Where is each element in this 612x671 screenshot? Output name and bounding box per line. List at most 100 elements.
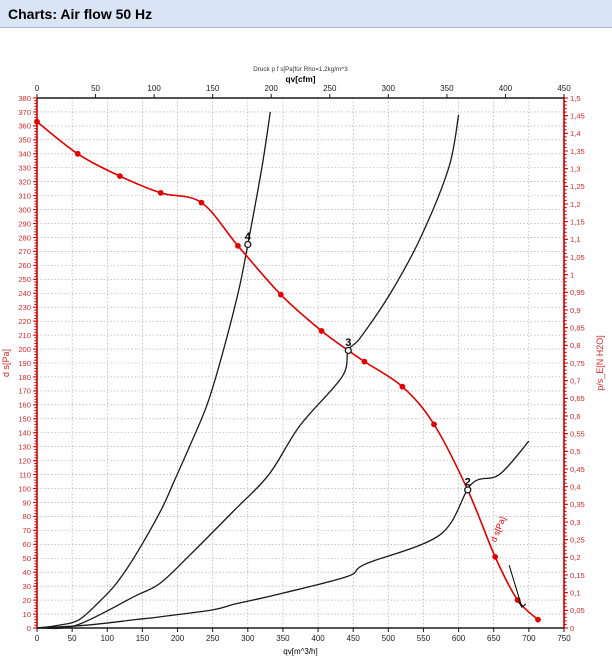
svg-text:160: 160	[18, 401, 31, 410]
svg-text:350: 350	[440, 84, 454, 93]
svg-text:280: 280	[18, 233, 31, 242]
svg-text:0,25: 0,25	[570, 535, 585, 544]
svg-text:0,55: 0,55	[570, 429, 585, 438]
svg-text:50: 50	[91, 84, 100, 93]
svg-text:500: 500	[382, 634, 396, 643]
svg-text:d s[Pa]: d s[Pa]	[1, 349, 11, 377]
svg-text:250: 250	[206, 634, 220, 643]
svg-text:550: 550	[417, 634, 431, 643]
svg-text:0,75: 0,75	[570, 359, 585, 368]
svg-text:0,35: 0,35	[570, 500, 585, 509]
svg-text:0,85: 0,85	[570, 323, 585, 332]
svg-text:270: 270	[18, 247, 31, 256]
svg-text:0: 0	[27, 624, 31, 633]
svg-text:0,1: 0,1	[570, 588, 581, 597]
svg-text:330: 330	[18, 164, 31, 173]
svg-text:300: 300	[241, 634, 255, 643]
svg-text:190: 190	[18, 359, 31, 368]
svg-text:260: 260	[18, 261, 31, 270]
svg-text:200: 200	[18, 345, 31, 354]
svg-text:0,4: 0,4	[570, 482, 581, 491]
svg-text:40: 40	[23, 568, 31, 577]
svg-text:0,65: 0,65	[570, 394, 585, 403]
svg-text:1,1: 1,1	[570, 235, 581, 244]
svg-text:300: 300	[382, 84, 396, 93]
svg-text:0,45: 0,45	[570, 465, 585, 474]
svg-text:0: 0	[570, 624, 574, 633]
svg-text:1,25: 1,25	[570, 182, 585, 191]
svg-text:130: 130	[18, 442, 31, 451]
svg-text:370: 370	[18, 108, 31, 117]
svg-text:100: 100	[18, 484, 31, 493]
svg-text:0,8: 0,8	[570, 341, 581, 350]
svg-text:220: 220	[18, 317, 31, 326]
svg-text:1,15: 1,15	[570, 217, 585, 226]
svg-text:70: 70	[23, 526, 31, 535]
svg-text:0,05: 0,05	[570, 606, 585, 615]
svg-text:0,6: 0,6	[570, 412, 581, 421]
svg-text:700: 700	[522, 634, 536, 643]
svg-text:290: 290	[18, 219, 31, 228]
svg-text:50: 50	[23, 554, 31, 563]
svg-text:1: 1	[570, 270, 574, 279]
svg-text:250: 250	[18, 275, 31, 284]
svg-text:210: 210	[18, 331, 31, 340]
svg-text:0,9: 0,9	[570, 306, 581, 315]
svg-text:150: 150	[206, 84, 220, 93]
svg-text:180: 180	[18, 373, 31, 382]
svg-text:1,45: 1,45	[570, 111, 585, 120]
svg-text:1,2: 1,2	[570, 200, 581, 209]
svg-text:0,7: 0,7	[570, 376, 581, 385]
svg-text:4: 4	[245, 231, 252, 243]
svg-text:20: 20	[23, 596, 31, 605]
svg-text:310: 310	[18, 191, 31, 200]
svg-text:450: 450	[557, 84, 571, 93]
svg-text:350: 350	[18, 136, 31, 145]
svg-text:240: 240	[18, 289, 31, 298]
svg-text:0,95: 0,95	[570, 288, 585, 297]
svg-text:0,15: 0,15	[570, 571, 585, 580]
svg-text:250: 250	[323, 84, 337, 93]
svg-text:300: 300	[18, 205, 31, 214]
svg-text:150: 150	[136, 634, 150, 643]
svg-text:1,4: 1,4	[570, 129, 581, 138]
svg-text:Druck p f s[Pa]für Rho=1,2kg/m: Druck p f s[Pa]für Rho=1,2kg/m^3	[253, 66, 348, 73]
svg-text:140: 140	[18, 429, 31, 438]
svg-text:90: 90	[23, 498, 31, 507]
svg-text:100: 100	[101, 634, 115, 643]
svg-text:10: 10	[23, 610, 31, 619]
svg-text:1,5: 1,5	[570, 94, 581, 103]
svg-text:50: 50	[68, 634, 77, 643]
svg-text:0: 0	[35, 84, 40, 93]
svg-text:110: 110	[19, 470, 31, 479]
svg-text:450: 450	[347, 634, 361, 643]
svg-text:60: 60	[23, 540, 31, 549]
svg-text:750: 750	[557, 634, 571, 643]
svg-text:200: 200	[171, 634, 185, 643]
svg-text:30: 30	[23, 582, 31, 591]
svg-text:0,5: 0,5	[570, 447, 581, 456]
svg-text:0,2: 0,2	[570, 553, 581, 562]
svg-text:600: 600	[452, 634, 466, 643]
svg-text:320: 320	[18, 177, 31, 186]
svg-text:230: 230	[18, 303, 31, 312]
svg-text:100: 100	[147, 84, 161, 93]
svg-text:1,35: 1,35	[570, 147, 585, 156]
svg-text:2: 2	[465, 476, 471, 488]
svg-text:1,05: 1,05	[570, 253, 585, 262]
svg-text:400: 400	[499, 84, 513, 93]
svg-text:400: 400	[311, 634, 325, 643]
svg-text:170: 170	[18, 387, 31, 396]
svg-text:qv[cfm]: qv[cfm]	[286, 74, 316, 84]
svg-text:120: 120	[18, 456, 31, 465]
svg-text:340: 340	[18, 150, 31, 159]
svg-text:350: 350	[276, 634, 290, 643]
svg-text:380: 380	[18, 94, 31, 103]
svg-text:p/s_E[N H2O]: p/s_E[N H2O]	[595, 335, 605, 391]
svg-text:80: 80	[23, 512, 31, 521]
svg-text:1,3: 1,3	[570, 164, 581, 173]
svg-text:200: 200	[265, 84, 279, 93]
svg-text:qv[m^3/h]: qv[m^3/h]	[283, 647, 317, 656]
svg-text:d s[Pa]: d s[Pa]	[488, 515, 507, 543]
svg-text:150: 150	[18, 415, 31, 424]
